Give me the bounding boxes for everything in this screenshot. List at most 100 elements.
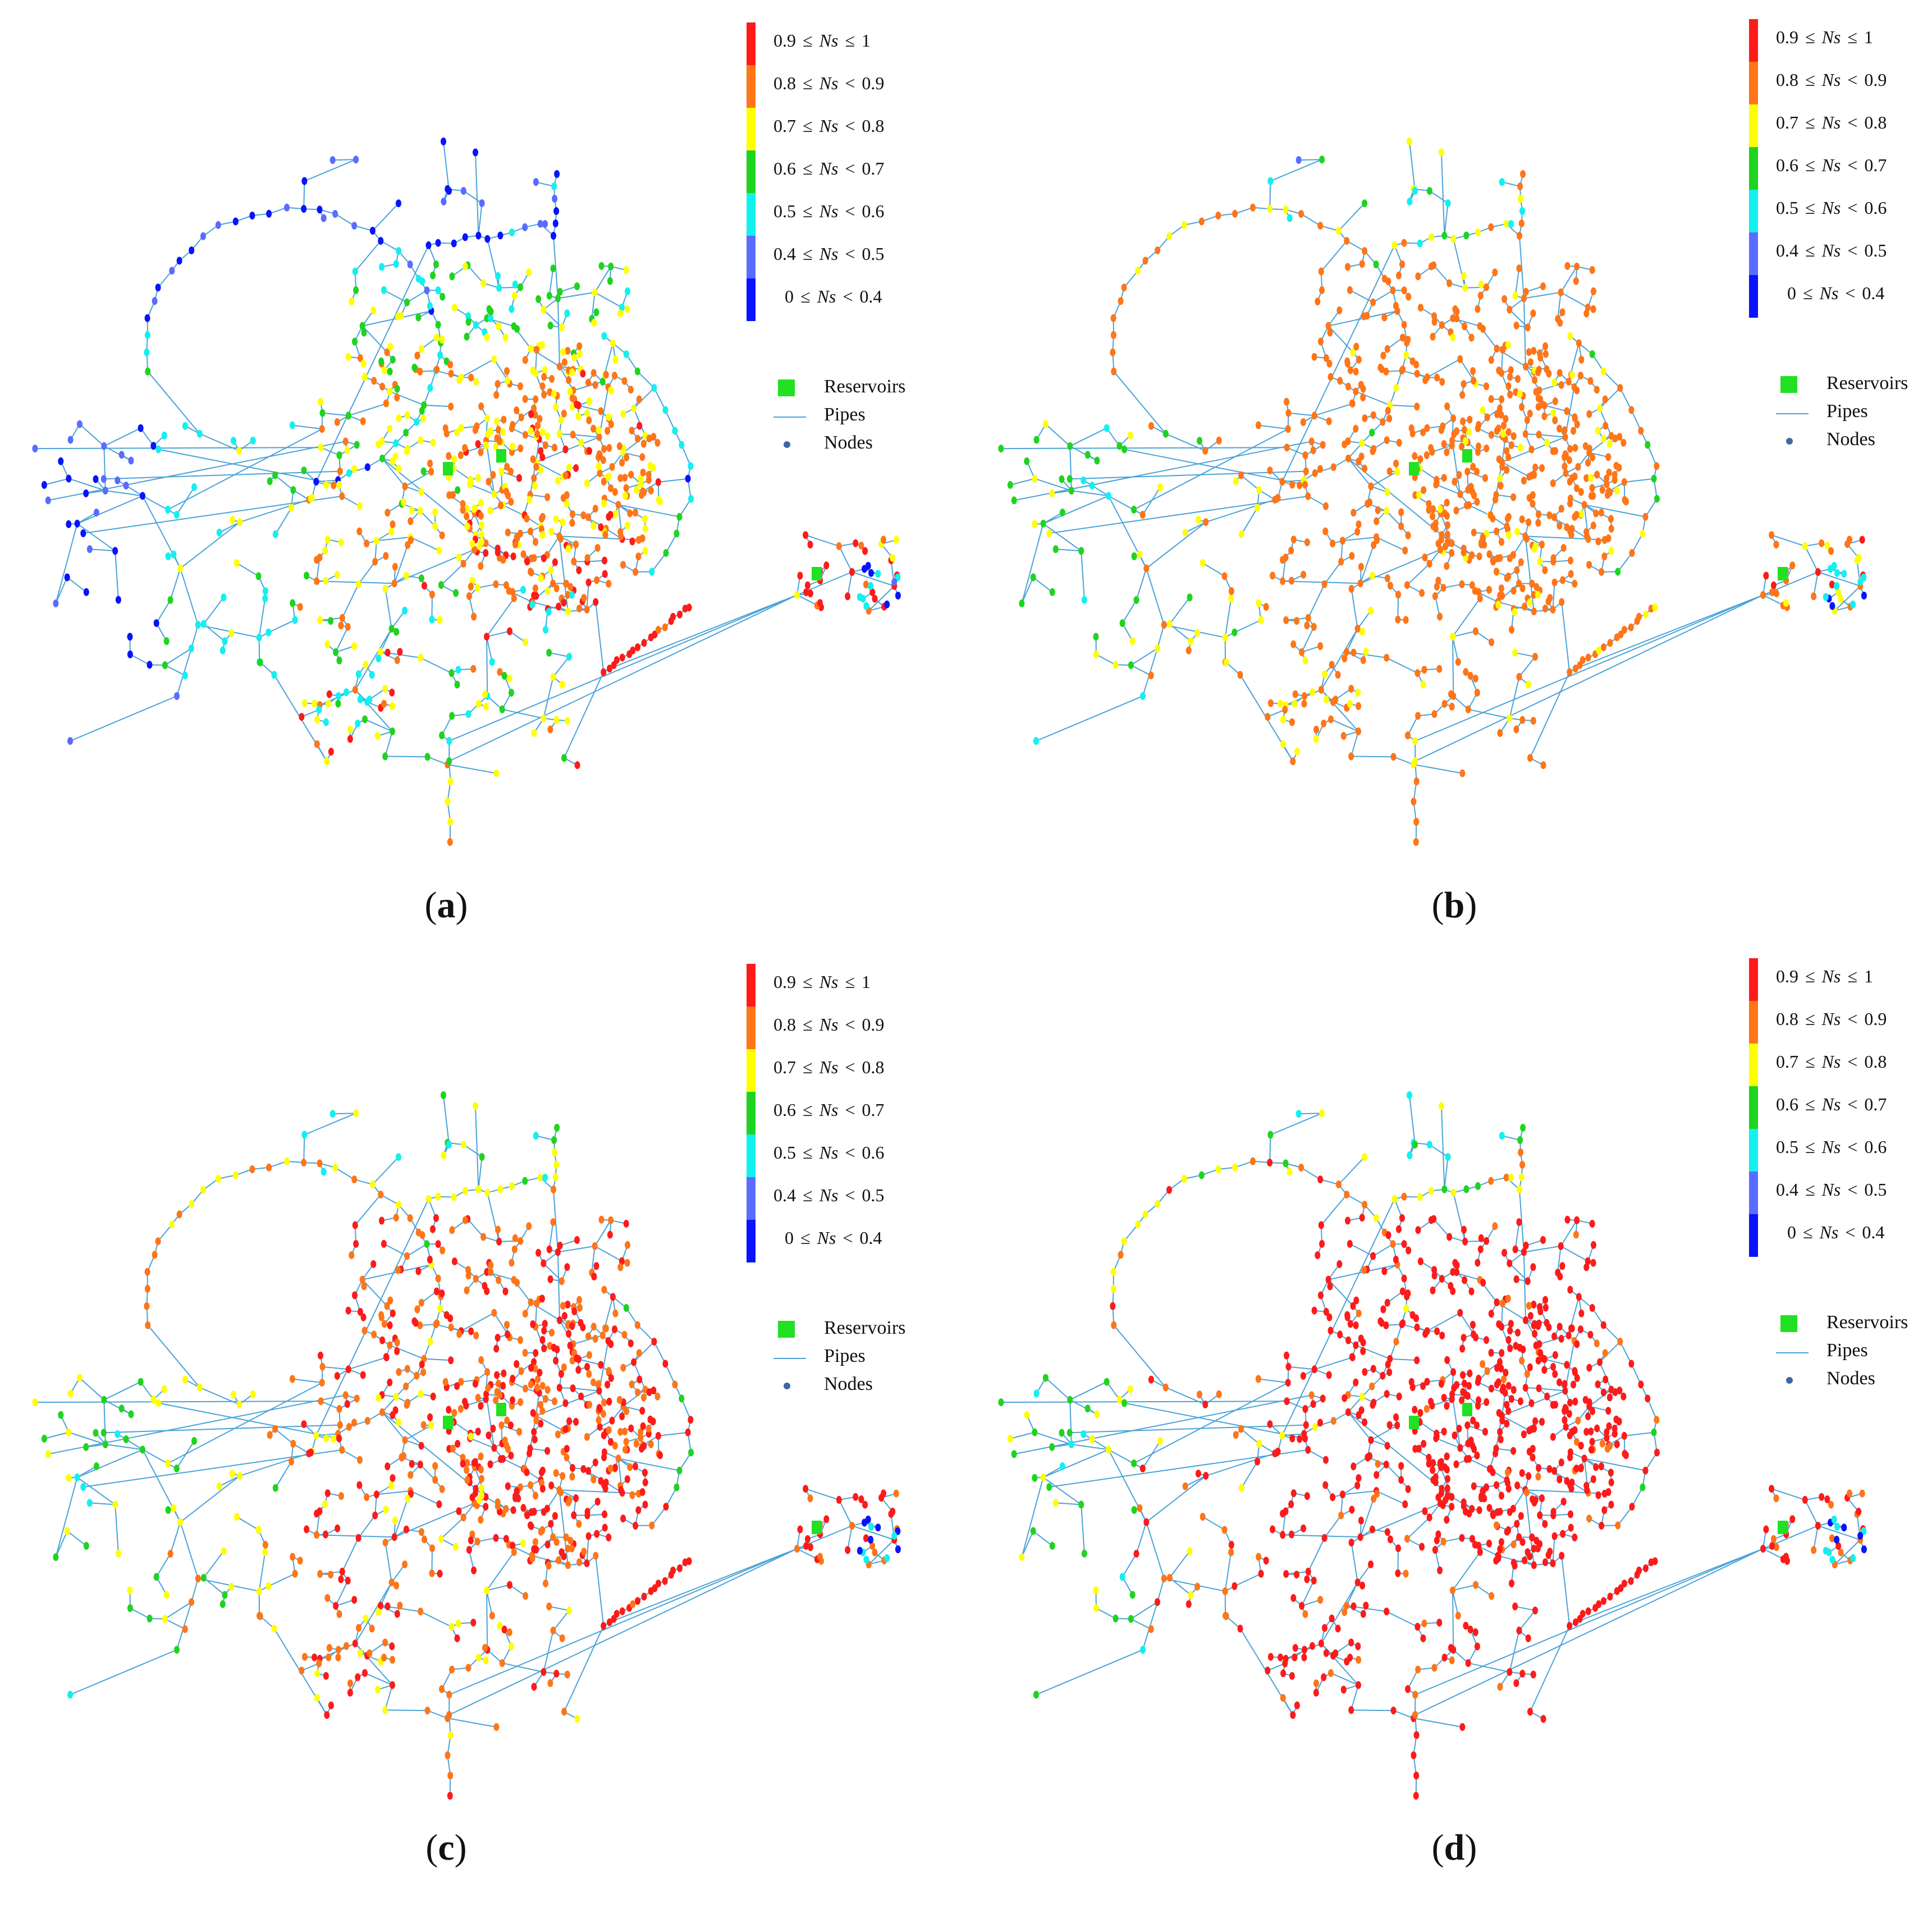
node	[1580, 656, 1586, 664]
node	[685, 1428, 691, 1436]
pipe	[1645, 498, 1658, 518]
node	[314, 577, 320, 585]
node	[553, 1357, 559, 1365]
node	[1802, 542, 1808, 550]
pipe	[559, 1489, 622, 1494]
node	[101, 442, 107, 450]
pipe	[469, 1438, 495, 1449]
node	[1388, 582, 1393, 590]
pipe	[1631, 533, 1643, 553]
node	[234, 559, 240, 567]
scale-label-lo: 0.6	[773, 158, 796, 179]
scale-label-op2: ≤	[1847, 27, 1857, 47]
node	[1629, 549, 1635, 557]
node	[554, 170, 560, 178]
node	[1829, 580, 1835, 589]
node	[587, 447, 592, 455]
node	[195, 621, 201, 629]
node	[623, 1304, 629, 1312]
scale-label: 0.4 ≤ Ns <0.5	[1776, 240, 1893, 261]
pipe	[535, 181, 555, 187]
node	[514, 325, 520, 333]
node	[460, 1453, 466, 1462]
node	[531, 1545, 537, 1553]
pipe	[268, 619, 296, 633]
node	[1355, 688, 1361, 697]
pipe	[1530, 671, 1571, 758]
node	[557, 287, 563, 296]
node	[1344, 357, 1350, 365]
node	[1318, 685, 1324, 694]
node	[506, 674, 512, 683]
pipe	[1036, 696, 1143, 742]
pipe	[1501, 373, 1511, 395]
node	[1847, 536, 1852, 544]
reservoir	[1778, 567, 1788, 580]
node	[590, 1323, 597, 1331]
node	[1413, 360, 1420, 369]
node	[396, 464, 402, 473]
node	[539, 341, 545, 349]
node	[606, 413, 612, 422]
node	[1398, 522, 1404, 530]
node	[1449, 441, 1455, 450]
node	[633, 486, 639, 494]
pipe	[1468, 505, 1490, 516]
pipe	[1106, 428, 1120, 446]
node	[1604, 480, 1610, 488]
node	[685, 474, 691, 483]
scale-label-op1: ≤	[1805, 198, 1815, 218]
node	[585, 578, 592, 587]
nodes-label: Nodes	[1826, 429, 1875, 450]
pipe	[105, 1444, 143, 1451]
node	[439, 336, 445, 344]
node	[1613, 461, 1619, 470]
node	[1032, 520, 1038, 528]
scale-label-hi: 0.4	[1862, 283, 1885, 303]
node	[1542, 342, 1549, 350]
node	[460, 187, 466, 195]
node	[1519, 716, 1526, 724]
node	[1437, 612, 1443, 621]
node	[1567, 500, 1573, 507]
node	[473, 321, 479, 330]
pipe	[609, 594, 798, 669]
node	[449, 272, 455, 281]
node	[475, 1185, 482, 1193]
node	[1284, 443, 1290, 452]
node	[447, 360, 454, 369]
node	[1362, 414, 1368, 423]
node	[1336, 306, 1343, 314]
node	[495, 1225, 501, 1234]
node	[145, 1321, 151, 1329]
pipe	[558, 1490, 569, 1566]
node	[862, 547, 868, 555]
pipe	[499, 286, 521, 289]
pipe	[364, 719, 393, 732]
node	[1587, 377, 1594, 385]
node	[548, 1481, 555, 1490]
node	[1155, 246, 1161, 254]
node	[200, 620, 207, 628]
node	[625, 1241, 630, 1249]
node	[1531, 591, 1537, 599]
pipe	[390, 391, 424, 406]
node	[491, 1444, 497, 1452]
node	[145, 367, 151, 376]
pipe	[486, 630, 510, 638]
node	[497, 437, 503, 445]
node	[1386, 414, 1393, 423]
reservoirs-layer	[1409, 449, 1788, 580]
scale-swatch	[1749, 275, 1758, 318]
node	[182, 422, 188, 430]
node	[372, 557, 378, 566]
node	[272, 530, 278, 538]
node	[551, 390, 557, 398]
pipe	[651, 1506, 667, 1526]
pipe	[1081, 551, 1085, 600]
pipe	[274, 474, 294, 491]
pipe	[235, 1169, 253, 1176]
node	[601, 1285, 607, 1294]
node	[1131, 505, 1137, 514]
scale-label-var: Ns	[817, 286, 836, 306]
